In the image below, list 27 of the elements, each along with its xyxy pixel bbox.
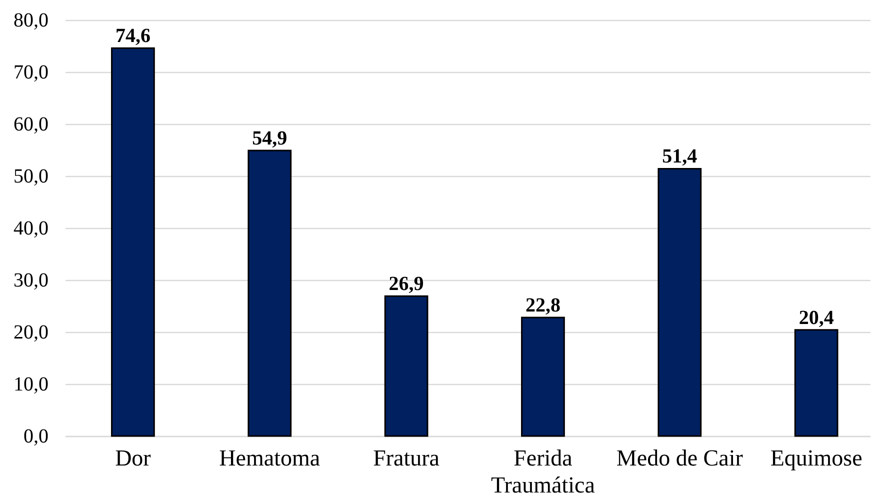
bar xyxy=(794,329,838,437)
bar xyxy=(248,150,292,437)
data-label: 74,6 xyxy=(115,25,150,48)
y-tick-label: 40,0 xyxy=(14,218,48,240)
x-tick-label: Ferida Traumática xyxy=(491,446,595,498)
y-tick-label: 70,0 xyxy=(14,62,48,84)
bar xyxy=(658,168,702,437)
x-tick-label: Dor xyxy=(115,446,152,470)
data-label: 26,9 xyxy=(388,273,424,296)
x-tick-label: Medo de Cair xyxy=(616,446,744,470)
x-tick-label: Fratura xyxy=(373,446,440,470)
y-tick-label: 30,0 xyxy=(14,270,48,292)
data-label: 51,4 xyxy=(662,146,698,168)
data-label: 54,9 xyxy=(252,128,288,150)
bar xyxy=(111,47,155,437)
data-label: 22,8 xyxy=(525,294,560,316)
bar xyxy=(521,316,565,437)
y-tick-label: 10,0 xyxy=(14,374,48,396)
y-tick-label: 60,0 xyxy=(14,114,48,136)
y-tick-label: 0,0 xyxy=(24,426,48,448)
y-tick-label: 80,0 xyxy=(14,10,48,32)
bar xyxy=(384,295,428,437)
y-tick-label: 20,0 xyxy=(14,322,48,344)
x-tick-label: Equimose xyxy=(770,446,862,470)
x-tick-label: Hematoma xyxy=(219,446,320,470)
y-tick-label: 50,0 xyxy=(14,166,48,188)
data-label: 20,4 xyxy=(798,306,834,329)
